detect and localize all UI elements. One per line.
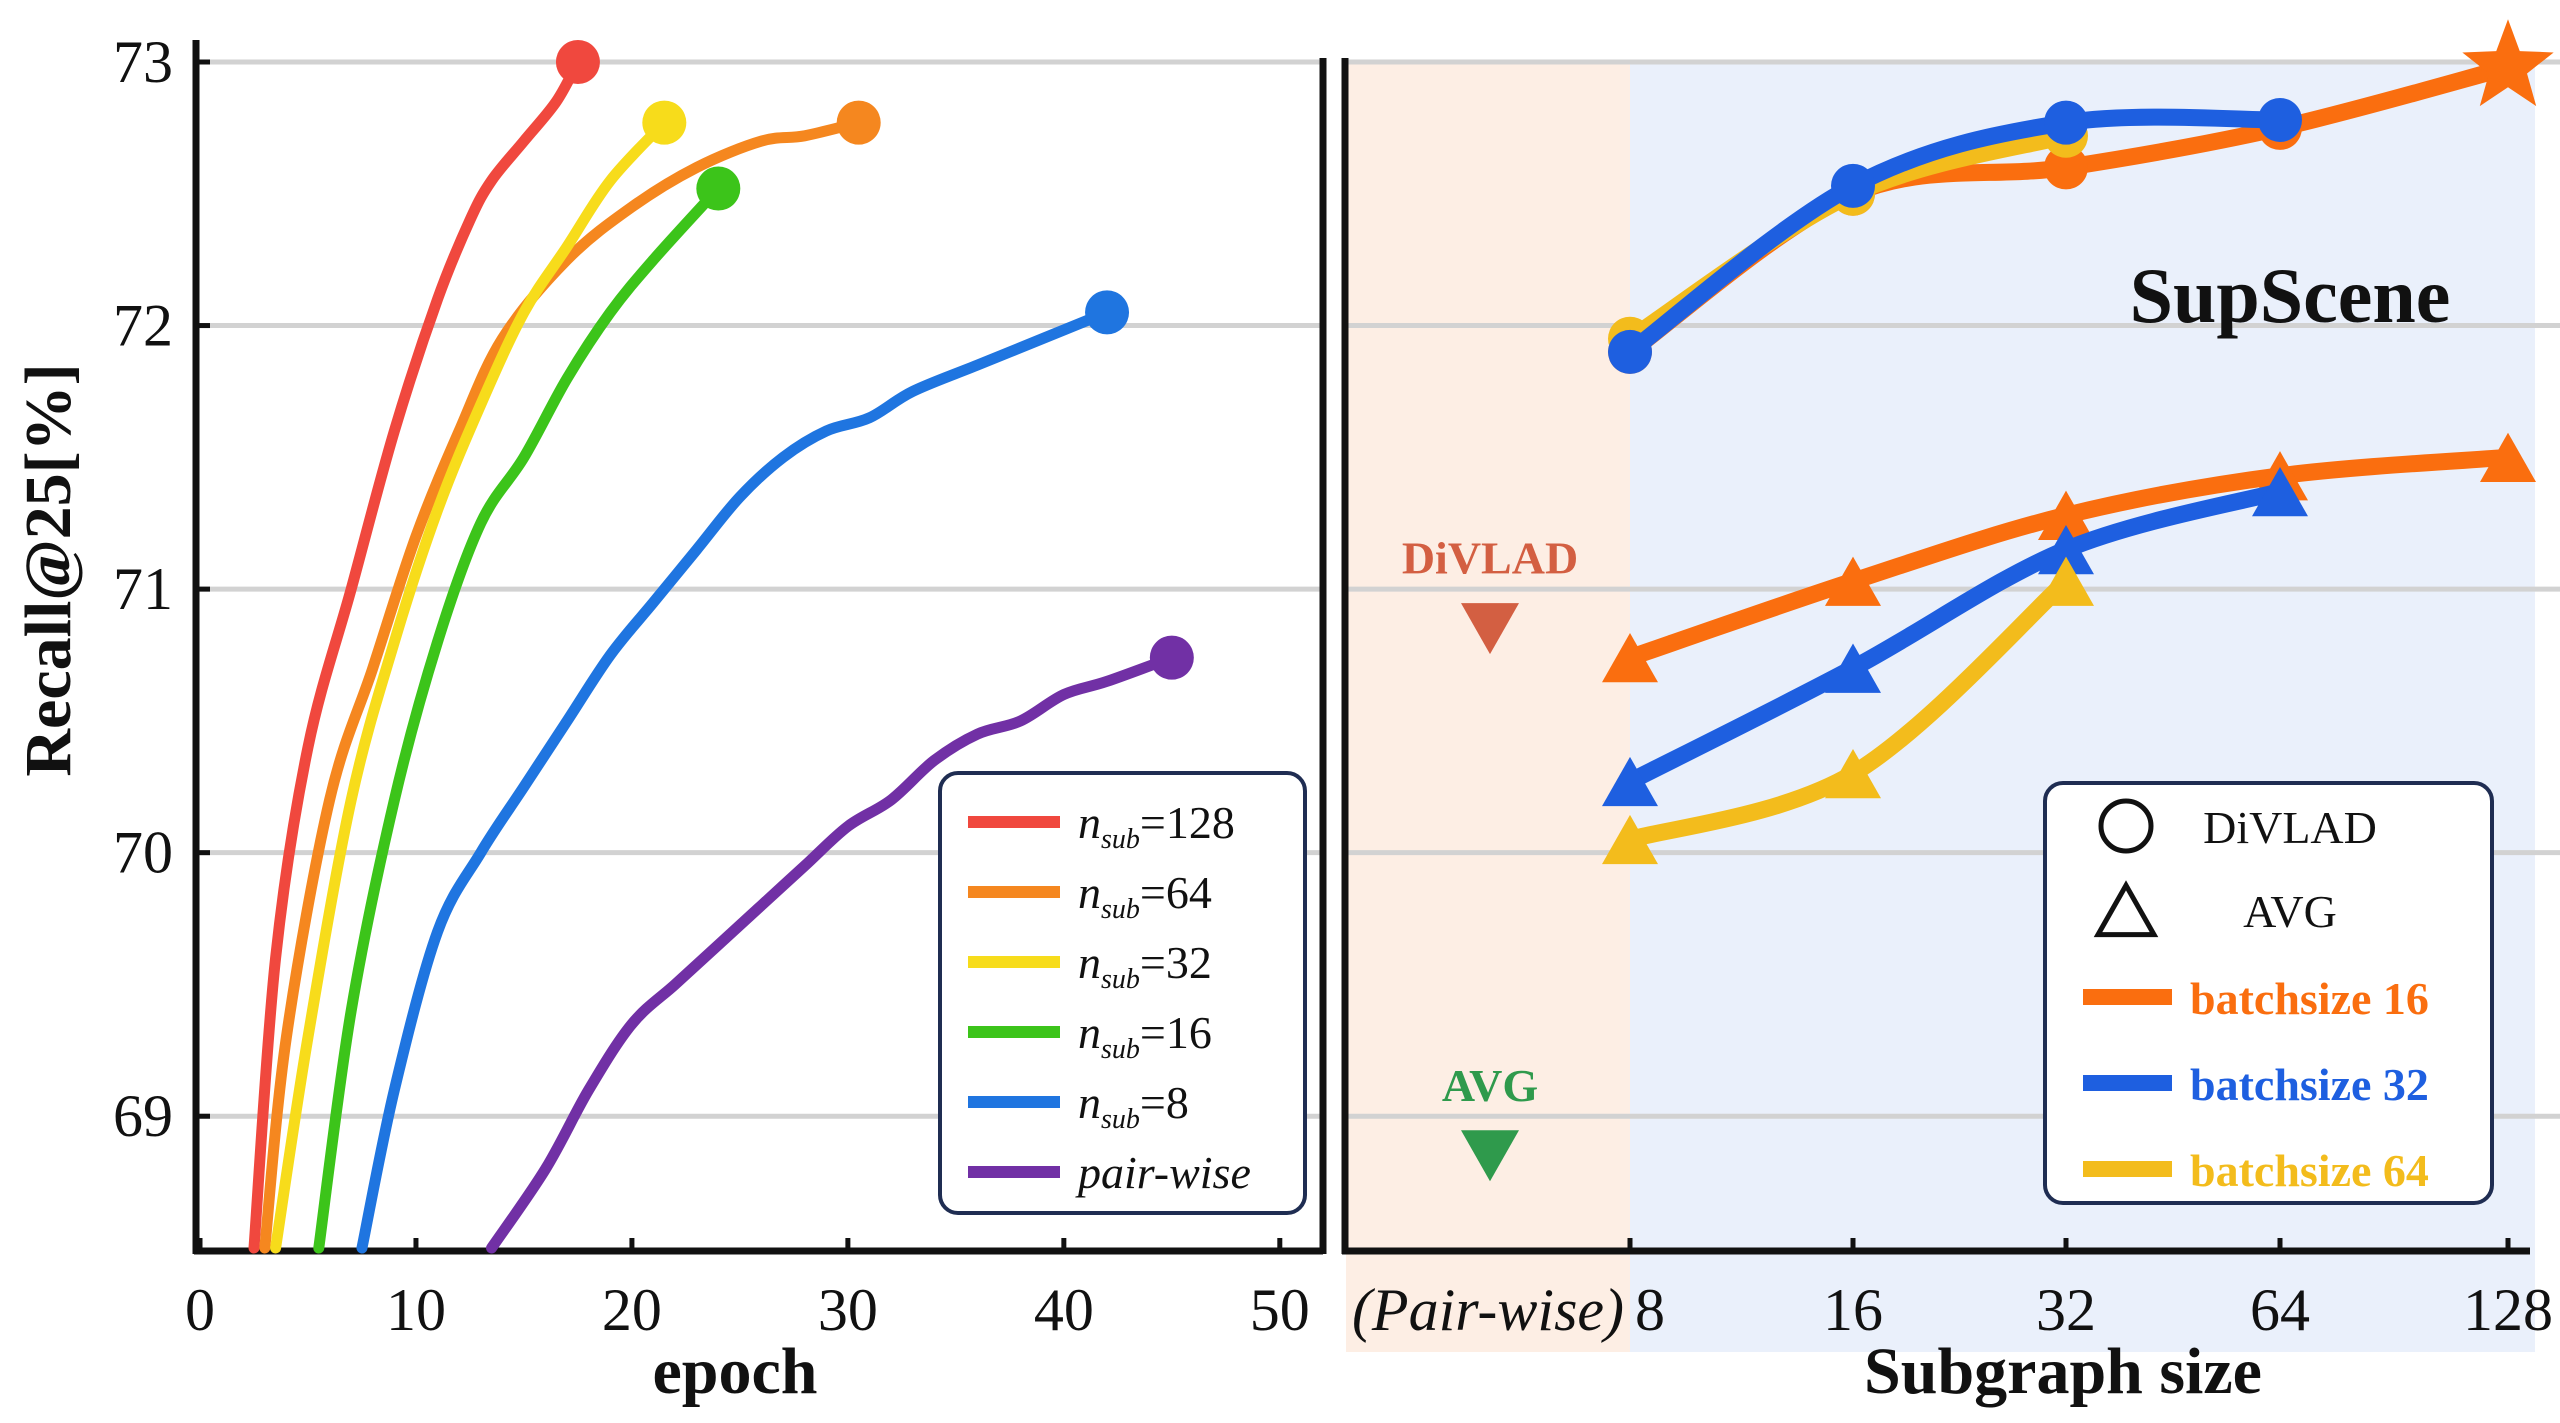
x-tick-label: 40	[1034, 1277, 1094, 1343]
reference-label: DiVLAD	[1402, 533, 1578, 584]
series-line-5	[486, 652, 1178, 1254]
legend-marker-label: AVG	[2243, 886, 2337, 937]
right-series	[1602, 19, 2554, 865]
legend-series-label: batchsize 32	[2190, 1059, 2429, 1110]
series-line-3	[313, 183, 724, 1254]
x-tick-label: 30	[818, 1277, 878, 1343]
triangle-marker	[2038, 524, 2094, 575]
x-tick-label: 0	[185, 1277, 215, 1343]
legend-entry: nsub=64	[1078, 867, 1212, 925]
series-line-0	[248, 56, 584, 1254]
legend-var: n	[1078, 867, 1101, 918]
reference-label: AVG	[1442, 1060, 1538, 1111]
legend-value: =16	[1140, 1007, 1212, 1058]
y-axis-label: Recall@25[%]	[12, 363, 85, 776]
legend-value: =32	[1140, 937, 1212, 988]
legend-marker-label: DiVLAD	[2203, 802, 2377, 853]
legend-sub: sub	[1101, 894, 1140, 925]
circle-marker	[2258, 97, 2302, 142]
x-tick-label: 50	[1250, 1277, 1310, 1343]
legend-entry: pair-wise	[1075, 1147, 1251, 1198]
legend-sub: sub	[1101, 1104, 1140, 1135]
legend-series-label: batchsize 16	[2190, 973, 2429, 1024]
series-end-point-3	[696, 166, 741, 211]
triangle-marker	[2480, 432, 2536, 482]
triangle-marker	[1825, 556, 1881, 606]
y-tick-label: 70	[113, 820, 173, 886]
legend-entry: nsub=128	[1078, 797, 1235, 855]
legend-entry: nsub=16	[1078, 1007, 1212, 1065]
legend-sub: sub	[1101, 824, 1140, 855]
x-tick-label: 16	[1823, 1277, 1883, 1343]
series-end-point-0	[555, 40, 600, 84]
left-legend: nsub=128nsub=64nsub=32nsub=16nsub=8pair-…	[938, 771, 1307, 1215]
triangle-marker	[2252, 466, 2308, 517]
y-tick-label: 69	[113, 1083, 173, 1149]
legend-entry: nsub=32	[1078, 937, 1212, 995]
star-marker	[2462, 19, 2554, 107]
series-line-4	[356, 306, 1113, 1254]
circle-marker	[1608, 329, 1652, 374]
triangle-marker	[1825, 643, 1881, 693]
legend-circle-icon	[2098, 798, 2154, 854]
x-tick-label: 64	[2250, 1277, 2310, 1343]
reference-marker-down-triangle	[1461, 603, 1519, 655]
circle-marker	[2044, 100, 2088, 145]
series-line-4	[1621, 483, 2289, 791]
x-tick-label: 10	[386, 1277, 446, 1343]
legend-value: =8	[1140, 1077, 1189, 1128]
triangle-marker	[1602, 756, 1658, 807]
legend-box	[2043, 781, 2494, 1205]
reference-marker-down-triangle	[1461, 1130, 1519, 1182]
triangle-marker	[2038, 556, 2094, 606]
legend-var: pair-wise	[1075, 1147, 1251, 1198]
legend-var: n	[1078, 937, 1101, 988]
series-end-point-2	[642, 100, 687, 145]
legend-var: n	[1078, 1077, 1101, 1128]
triangle-marker	[2038, 490, 2094, 540]
series-end-point-5	[1149, 635, 1194, 680]
right-panel: (Pair-wise) 8 16 32 64 128 Subgraph size SupSce…	[1341, 19, 2560, 1408]
circle-marker	[2044, 145, 2088, 190]
y-tick-label: 71	[113, 556, 173, 622]
triangle-marker	[1602, 632, 1658, 683]
y-tick-label: 73	[113, 29, 173, 95]
x-tick-label: 8	[1635, 1277, 1665, 1343]
triangle-marker	[1602, 814, 1658, 865]
legend-triangle-icon	[2093, 880, 2159, 938]
triangle-marker	[1825, 748, 1881, 799]
series-end-point-4	[1085, 290, 1130, 335]
legend-sub: sub	[1101, 964, 1140, 995]
legend-var: n	[1078, 797, 1101, 848]
circle-marker	[1831, 163, 1875, 208]
legend-series-label: batchsize 64	[2190, 1145, 2429, 1196]
series-end-point-1	[836, 100, 881, 145]
legend-entry: nsub=8	[1078, 1077, 1189, 1135]
legend-sub: sub	[1101, 1034, 1140, 1065]
legend-value: =64	[1140, 867, 1212, 918]
series-line-2	[270, 117, 670, 1254]
left-series	[248, 40, 1194, 1254]
y-tick-label: 72	[113, 293, 173, 359]
x-tick-label: (Pair-wise)	[1352, 1277, 1624, 1343]
legend-var: n	[1078, 1007, 1101, 1058]
x-axis-label: epoch	[653, 1335, 818, 1408]
chart-title: SupScene	[2130, 252, 2451, 339]
x-tick-label: 32	[2036, 1277, 2096, 1343]
legend-value: =128	[1140, 797, 1235, 848]
right-legend: DiVLAD AVG batchsize 16 batchsize 32 batchsi…	[2043, 781, 2494, 1205]
series-line-1	[259, 117, 865, 1254]
series-line-2	[1621, 108, 2289, 361]
x-axis-label: Subgraph size	[1864, 1335, 2262, 1408]
x-tick-label: 20	[602, 1277, 662, 1343]
x-tick-label: 128	[2463, 1277, 2553, 1343]
